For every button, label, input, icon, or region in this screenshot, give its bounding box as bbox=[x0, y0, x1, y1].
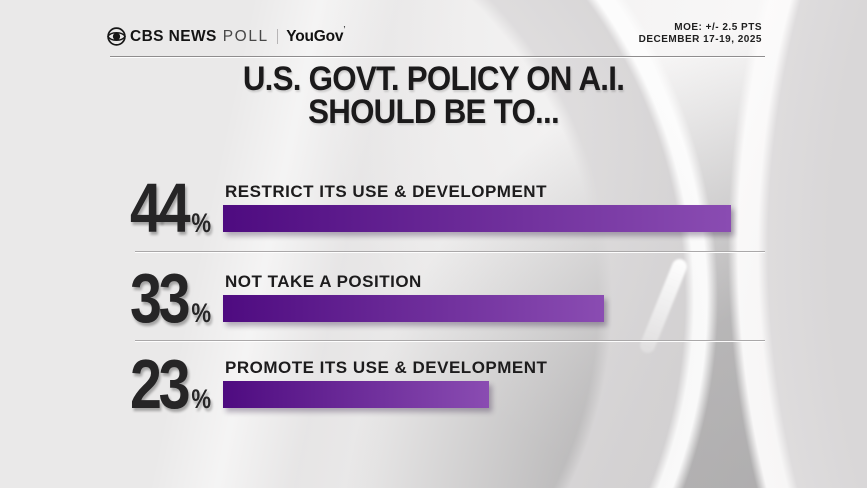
brand-divider bbox=[276, 29, 279, 44]
header-rule bbox=[110, 56, 765, 57]
row-separator bbox=[135, 340, 765, 341]
brand-lockup: CBS NEWS POLL YouGov ’ bbox=[107, 25, 346, 46]
brand-cbs-news: CBS NEWS bbox=[130, 27, 217, 45]
poll-row: 33% NOT TAKE A POSITION bbox=[130, 259, 790, 338]
poll-meta: MOE: +/- 2.5 PTS DECEMBER 17-19, 2025 bbox=[639, 22, 762, 46]
poll-value: 33% bbox=[130, 259, 212, 337]
poll-row: 23% PROMOTE ITS USE & DEVELOPMENT bbox=[130, 345, 790, 424]
poll-title-line1: U.S. GOVT. POLICY ON A.I. bbox=[242, 60, 625, 98]
poll-title-line2: SHOULD BE TO... bbox=[308, 93, 560, 131]
poll-row: 44% RESTRICT ITS USE & DEVELOPMENT bbox=[130, 169, 790, 248]
poll-moe: MOE: +/- 2.5 PTS bbox=[674, 22, 762, 33]
poll-bar bbox=[223, 205, 731, 232]
cbs-eye-icon bbox=[107, 27, 126, 46]
brand-yougov: YouGov bbox=[286, 27, 344, 45]
poll-label: PROMOTE ITS USE & DEVELOPMENT bbox=[225, 358, 548, 377]
poll-bar bbox=[223, 295, 604, 322]
brand-poll: POLL bbox=[222, 27, 269, 45]
row-separator bbox=[135, 251, 765, 252]
poll-bar bbox=[223, 381, 489, 408]
poll-title: U.S. GOVT. POLICY ON A.I. SHOULD BE TO..… bbox=[35, 60, 833, 131]
poll-label: NOT TAKE A POSITION bbox=[225, 272, 422, 291]
poll-label: RESTRICT ITS USE & DEVELOPMENT bbox=[225, 182, 547, 201]
poll-value: 23% bbox=[130, 345, 212, 423]
poll-dates: DECEMBER 17-19, 2025 bbox=[638, 34, 762, 45]
poll-value: 44% bbox=[130, 169, 212, 247]
brand-yougov-mark: ’ bbox=[343, 25, 346, 34]
